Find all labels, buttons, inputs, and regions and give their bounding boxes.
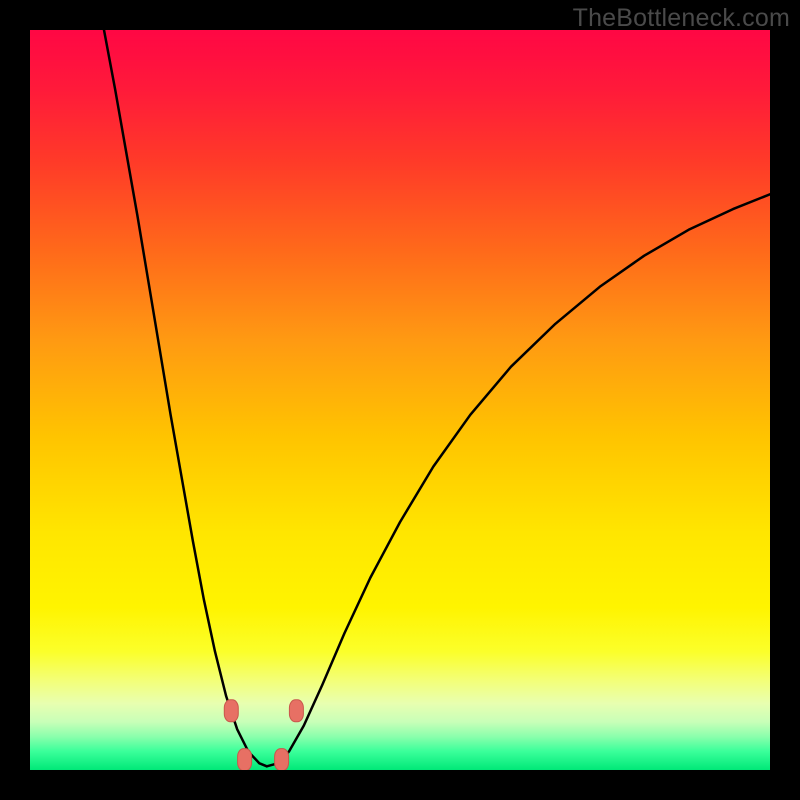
marker-3 — [289, 700, 303, 722]
plot-background — [30, 30, 770, 770]
chart-frame: TheBottleneck.com — [0, 0, 800, 800]
watermark-text: TheBottleneck.com — [573, 4, 790, 33]
marker-2 — [275, 749, 289, 771]
chart-svg — [0, 0, 800, 800]
marker-1 — [238, 749, 252, 771]
marker-0 — [224, 700, 238, 722]
